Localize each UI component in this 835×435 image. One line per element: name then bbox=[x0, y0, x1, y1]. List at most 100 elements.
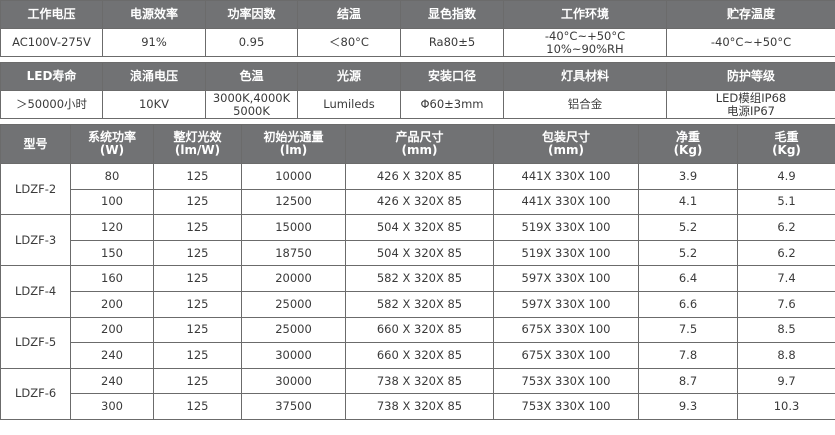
table-cell: 9.3 bbox=[638, 393, 738, 420]
column-header: 净重 (Kg) bbox=[638, 124, 738, 164]
table-row: 240 125 30000 660 X 320X 85 675X 330X 100 7.8… bbox=[1, 342, 835, 369]
table-cell: 597X 330X 100 bbox=[493, 290, 639, 318]
spec-value: Lumileds bbox=[297, 90, 401, 119]
spec-value: 91% bbox=[102, 28, 206, 57]
column-header: 产品尺寸 (mm) bbox=[345, 124, 494, 164]
table-cell: 18750 bbox=[241, 239, 346, 267]
table-cell: 6.2 bbox=[737, 214, 835, 241]
column-header: 型号 bbox=[0, 124, 71, 164]
model-name: LDZF-6 bbox=[0, 367, 71, 420]
table-cell: 80 bbox=[70, 163, 154, 190]
table-row: 150 125 18750 504 X 320X 85 519X 330X 100 5.2… bbox=[1, 239, 835, 267]
table-cell: 7.4 bbox=[737, 265, 835, 292]
spec-header: 灯具材料 bbox=[503, 62, 667, 91]
table-cell: 8.7 bbox=[638, 367, 738, 395]
table-cell: 10.3 bbox=[737, 393, 835, 420]
table-cell: 519X 330X 100 bbox=[493, 239, 639, 267]
spec-header: 工作电压 bbox=[0, 0, 103, 29]
spec-value: Ra80±5 bbox=[400, 28, 504, 57]
spec-header: LED寿命 bbox=[0, 62, 103, 91]
spec-header: 安装口径 bbox=[400, 62, 504, 91]
table-row: 100 125 12500 426 X 320X 85 441X 330X 100 4.1… bbox=[1, 188, 835, 216]
table-cell: 240 bbox=[70, 367, 154, 395]
model-name: LDZF-3 bbox=[0, 214, 71, 267]
table-cell: 7.6 bbox=[737, 290, 835, 318]
table-cell: 4.9 bbox=[737, 163, 835, 190]
table-row: 300 125 37500 738 X 320X 85 753X 330X 100 9.3… bbox=[1, 393, 835, 420]
spec-value: 铝合金 bbox=[503, 90, 667, 119]
table-cell: 300 bbox=[70, 393, 154, 420]
spec-value: 0.95 bbox=[205, 28, 298, 57]
table-cell: 426 X 320X 85 bbox=[345, 188, 494, 216]
table-cell: 6.2 bbox=[737, 239, 835, 267]
table-row: 200 125 25000 582 X 320X 85 597X 330X 100 6.6… bbox=[1, 290, 835, 318]
table-cell: 675X 330X 100 bbox=[493, 316, 639, 344]
table-cell: 30000 bbox=[241, 367, 346, 395]
spec-value: ＜80°C bbox=[297, 28, 401, 57]
table-cell: 753X 330X 100 bbox=[493, 367, 639, 395]
table-cell: 125 bbox=[153, 367, 242, 395]
table-cell: 125 bbox=[153, 290, 242, 318]
column-header: 系统功率 (W) bbox=[70, 124, 154, 164]
table-cell: 738 X 320X 85 bbox=[345, 393, 494, 420]
spec-table-1: 工作电压 电源效率 功率因数 结温 显色指数 工作环境 贮存温度 AC100V-275V 91%… bbox=[0, 0, 835, 57]
table-cell: 20000 bbox=[241, 265, 346, 292]
table-cell: 5.2 bbox=[638, 239, 738, 267]
table-cell: 504 X 320X 85 bbox=[345, 239, 494, 267]
spec-value: LED模组IP68 电源IP67 bbox=[666, 90, 835, 119]
spec-value: 3000K,4000K 5000K bbox=[205, 90, 298, 119]
table-cell: 660 X 320X 85 bbox=[345, 316, 494, 344]
table-cell: 15000 bbox=[241, 214, 346, 241]
spec-header: 防护等级 bbox=[666, 62, 835, 91]
spec-value: ＞50000小时 bbox=[0, 90, 103, 119]
table-cell: 675X 330X 100 bbox=[493, 342, 639, 369]
table-cell: 5.1 bbox=[737, 188, 835, 216]
table-cell: 240 bbox=[70, 342, 154, 369]
table-cell: 125 bbox=[153, 239, 242, 267]
column-header: 包装尺寸 (mm) bbox=[493, 124, 639, 164]
table-cell: 6.6 bbox=[638, 290, 738, 318]
table-cell: 200 bbox=[70, 290, 154, 318]
table-cell: 125 bbox=[153, 188, 242, 216]
table-cell: 660 X 320X 85 bbox=[345, 342, 494, 369]
spec-header: 光源 bbox=[297, 62, 401, 91]
table-cell: 160 bbox=[70, 265, 154, 292]
table-cell: 30000 bbox=[241, 342, 346, 369]
table-cell: 150 bbox=[70, 239, 154, 267]
table-cell: 8.8 bbox=[737, 342, 835, 369]
table-cell: 9.7 bbox=[737, 367, 835, 395]
table-cell: 7.8 bbox=[638, 342, 738, 369]
table-cell: 738 X 320X 85 bbox=[345, 367, 494, 395]
table-cell: 25000 bbox=[241, 316, 346, 344]
spec-header: 结温 bbox=[297, 0, 401, 29]
table-cell: 441X 330X 100 bbox=[493, 163, 639, 190]
table-cell: 5.2 bbox=[638, 214, 738, 241]
table-cell: 504 X 320X 85 bbox=[345, 214, 494, 241]
table-cell: 8.5 bbox=[737, 316, 835, 344]
table-cell: 582 X 320X 85 bbox=[345, 290, 494, 318]
table-cell: 6.4 bbox=[638, 265, 738, 292]
column-header: 毛重 (Kg) bbox=[737, 124, 835, 164]
table-cell: 120 bbox=[70, 214, 154, 241]
spec-value: 10KV bbox=[102, 90, 206, 119]
table-cell: 12500 bbox=[241, 188, 346, 216]
spec-header: 电源效率 bbox=[102, 0, 206, 29]
spec-value: -40°C~+50°C bbox=[666, 28, 835, 57]
table-cell: 597X 330X 100 bbox=[493, 265, 639, 292]
model-table: 型号 系统功率 (W) 整灯光效 (lm/W) 初始光通量 (lm) 产品尺寸 (mm) 包装尺寸… bbox=[0, 124, 835, 420]
column-header: 整灯光效 (lm/W) bbox=[153, 124, 242, 164]
table-cell: 125 bbox=[153, 214, 242, 241]
table-cell: 125 bbox=[153, 163, 242, 190]
table-cell: 4.1 bbox=[638, 188, 738, 216]
spec-value: AC100V-275V bbox=[0, 28, 103, 57]
table-cell: 200 bbox=[70, 316, 154, 344]
table-cell: 125 bbox=[153, 342, 242, 369]
table-cell: 125 bbox=[153, 316, 242, 344]
table-cell: 3.9 bbox=[638, 163, 738, 190]
model-name: LDZF-4 bbox=[0, 265, 71, 318]
table-cell: 125 bbox=[153, 265, 242, 292]
table-cell: 37500 bbox=[241, 393, 346, 420]
table-cell: 7.5 bbox=[638, 316, 738, 344]
table-row: LDZF-5 200 125 25000 660 X 320X 85 675X 330X … bbox=[0, 316, 835, 369]
spec-header: 显色指数 bbox=[400, 0, 504, 29]
